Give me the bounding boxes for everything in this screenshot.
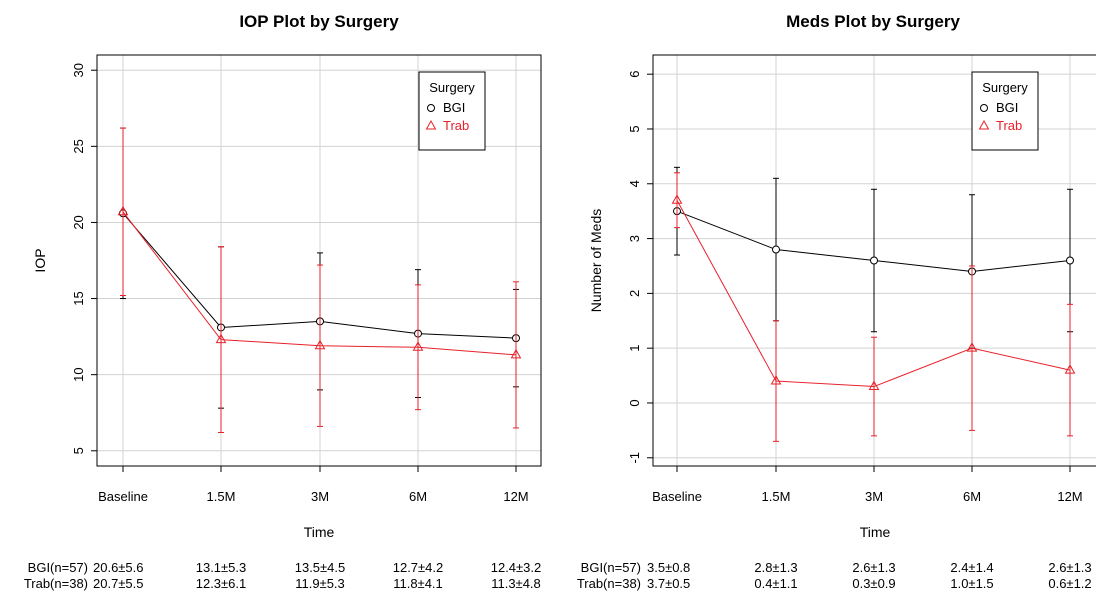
iop-trab-point [314, 339, 326, 350]
meds-table-row-label: BGI(n=57) [581, 560, 641, 575]
meds-legend-title: Surgery [982, 80, 1028, 95]
iop-trab-point [215, 333, 227, 344]
meds-plot-frame [652, 54, 1096, 467]
iop-legend-label: Trab [443, 118, 469, 133]
meds-y-tick-label: 6 [627, 71, 642, 78]
meds-legend-label: Trab [996, 118, 1022, 133]
meds-table-cell: 0.6±1.2 [1048, 576, 1091, 591]
meds-bgi-point [1066, 256, 1074, 265]
iop-x-tick-label: 3M [311, 489, 329, 504]
meds-table-cell: 3.7±0.5 [647, 576, 690, 591]
meds-table-cell: 2.8±1.3 [754, 560, 797, 575]
iop-table-cell: 11.9±5.3 [295, 576, 345, 591]
iop-y-tick-label: 25 [71, 139, 86, 153]
meds-plot-panel: Meds Plot by Surgery -1 0 1 2 3 4 5 6 Baseline 1.5… [577, 12, 1096, 591]
iop-y-tick-label: 30 [71, 63, 86, 77]
meds-legend-marker [978, 119, 990, 130]
iop-plot-frame [96, 54, 542, 467]
meds-y-tick-label: 4 [627, 180, 642, 187]
iop-table-cell: 12.7±4.2 [393, 560, 444, 575]
meds-bgi-point [772, 245, 780, 254]
meds-legend: Surgery BGI Trab [971, 71, 1039, 151]
iop-trab-point [510, 348, 522, 359]
iop-x-tick-label: 6M [409, 489, 427, 504]
iop-table-cell: 11.8±4.1 [393, 576, 443, 591]
iop-chart-title: IOP Plot by Surgery [239, 12, 399, 31]
iop-y-tick-label: 5 [71, 447, 86, 454]
meds-table-cell: 2.4±1.4 [950, 560, 993, 575]
meds-trab-point [770, 375, 782, 385]
meds-table-cell: 3.5±0.8 [647, 560, 690, 575]
meds-y-tick-label: 0 [627, 399, 642, 406]
iop-y-tick-label: 20 [71, 215, 86, 229]
meds-y-tick-label: 1 [627, 345, 642, 352]
iop-trab-point [412, 341, 424, 351]
iop-legend-label: BGI [443, 100, 465, 115]
iop-table-cell: 11.3±4.8 [491, 576, 541, 591]
iop-table-row-label: BGI(n=57) [28, 560, 88, 575]
meds-bgi-point [870, 256, 878, 265]
iop-x-tick-label: 1.5M [207, 489, 236, 504]
iop-table-cell: 12.3±6.1 [196, 576, 247, 591]
iop-trab-line [122, 211, 517, 356]
meds-trab-point [1064, 364, 1076, 374]
meds-table-cell: 1.0±1.5 [950, 576, 993, 591]
iop-legend-marker [427, 104, 435, 112]
meds-x-tick-label: Baseline [652, 489, 702, 504]
meds-chart-title: Meds Plot by Surgery [786, 12, 960, 31]
iop-plot-panel: IOP Plot by Surgery 5 10 15 20 25 30 Baseline 1.… [24, 12, 542, 591]
iop-x-tick-label: Baseline [98, 489, 148, 504]
meds-y-axis-label: Number of Meds [588, 209, 604, 312]
meds-y-tick-label: 3 [627, 235, 642, 242]
meds-table-row-label: Trab(n=38) [577, 576, 641, 591]
iop-legend: Surgery BGI Trab [418, 71, 486, 151]
iop-table-cell: 13.1±5.3 [196, 560, 247, 575]
meds-x-axis-label: Time [860, 524, 891, 540]
meds-x-tick-label: 3M [865, 489, 883, 504]
iop-y-tick-label: 15 [71, 291, 86, 305]
meds-table-cell: 0.3±0.9 [852, 576, 895, 591]
meds-y-tick-label: -1 [627, 452, 642, 464]
meds-trab-point [966, 342, 978, 352]
meds-table-cell: 0.4±1.1 [754, 576, 797, 591]
iop-legend-title: Surgery [429, 80, 475, 95]
iop-table-cell: 12.4±3.2 [491, 560, 542, 575]
iop-table-cell: 20.7±5.5 [93, 576, 144, 591]
iop-x-tick-label: 12M [503, 489, 528, 504]
meds-legend-label: BGI [996, 100, 1018, 115]
meds-trab-point [671, 194, 683, 204]
meds-x-tick-label: 1.5M [762, 489, 791, 504]
meds-legend-marker [980, 104, 988, 112]
meds-x-tick-label: 6M [963, 489, 981, 504]
meds-table-cell: 2.6±1.3 [1048, 560, 1091, 575]
iop-legend-marker [425, 119, 437, 130]
meds-table-cell: 2.6±1.3 [852, 560, 895, 575]
meds-y-tick-label: 2 [627, 290, 642, 297]
meds-y-tick-label: 5 [627, 125, 642, 132]
meds-trab-line [676, 199, 1071, 388]
iop-table-row-label: Trab(n=38) [24, 576, 88, 591]
iop-table-cell: 20.6±5.6 [93, 560, 144, 575]
meds-x-tick-label: 12M [1057, 489, 1082, 504]
iop-table-cell: 13.5±4.5 [295, 560, 346, 575]
iop-y-tick-label: 10 [71, 367, 86, 381]
meds-trab-point [868, 380, 880, 391]
iop-trab-point [117, 205, 129, 216]
iop-y-axis-label: IOP [32, 248, 48, 272]
iop-x-axis-label: Time [304, 524, 335, 540]
